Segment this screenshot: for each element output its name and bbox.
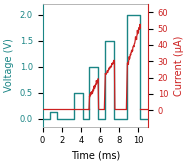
Y-axis label: Voltage (V): Voltage (V): [4, 38, 14, 92]
Y-axis label: Current (μA): Current (μA): [174, 35, 184, 96]
X-axis label: Time (ms): Time (ms): [71, 151, 120, 161]
